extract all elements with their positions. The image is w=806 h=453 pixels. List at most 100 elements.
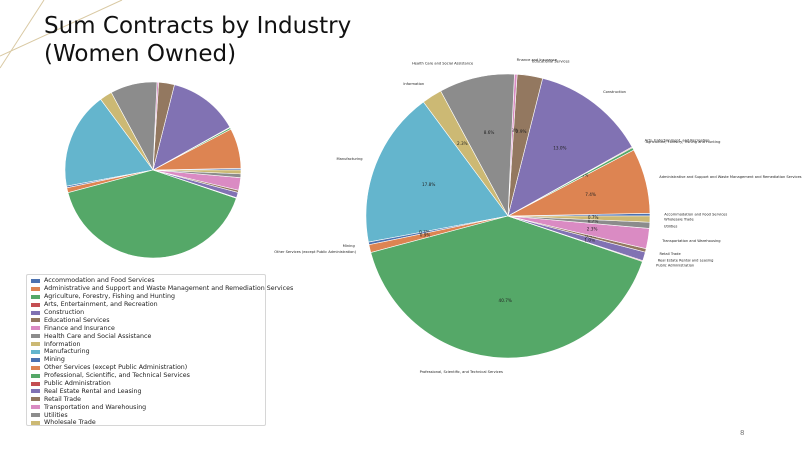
legend-label: Retail Trade bbox=[44, 395, 82, 403]
large-pie-slice-wholesale-trade bbox=[507, 215, 651, 223]
large-pie-label-real-estate-rental-and-leasing: Real Estate Rental and Leasing bbox=[658, 258, 714, 262]
legend-label: Finance and Insurance bbox=[44, 324, 115, 332]
legend-item-finance-and-insurance: Finance and Insurance bbox=[31, 324, 265, 332]
legend-label: Wholesale Trade bbox=[44, 419, 96, 427]
legend-swatch bbox=[31, 294, 40, 299]
large-pie-slice-construction bbox=[507, 77, 633, 217]
large-pie-label-finance-and-insurance: Finance and Insurance bbox=[517, 58, 558, 62]
legend-swatch bbox=[31, 389, 40, 394]
legend-label: Information bbox=[44, 340, 81, 348]
legend-item-real-estate-rental-and-leasing: Real Estate Rental and Leasing bbox=[31, 387, 265, 395]
large-pie-label-agriculture-forestry-fishing-and-hunting: Agriculture, Forestry, Fishing and Hunti… bbox=[646, 140, 721, 144]
legend-item-retail-trade: Retail Trade bbox=[31, 395, 265, 403]
legend-swatch bbox=[31, 405, 40, 410]
legend-swatch bbox=[31, 286, 40, 291]
large-pie-label-construction: Construction bbox=[603, 90, 626, 94]
legend-swatch bbox=[31, 357, 40, 362]
large-pie-pct-construction: 13.0% bbox=[553, 145, 566, 150]
legend-swatch bbox=[31, 278, 40, 283]
legend-item-educational-services: Educational Services bbox=[31, 316, 265, 324]
large-pie-pct-professional-scientific-and-technical-services: 40.7% bbox=[499, 298, 512, 303]
legend-item-mining: Mining bbox=[31, 356, 265, 364]
legend-swatch bbox=[31, 342, 40, 347]
legend-label: Other Services (except Public Administra… bbox=[44, 364, 188, 372]
legend-label: Construction bbox=[44, 309, 85, 316]
legend-item-utilities: Utilities bbox=[31, 411, 265, 419]
slide-title: Sum Contracts by Industry (Women Owned) bbox=[44, 12, 351, 68]
large-pie-pct-transportation-and-warehousing: 2.3% bbox=[587, 227, 598, 232]
legend-label: Accommodation and Food Services bbox=[44, 277, 155, 285]
large-pie-pct-utilities: 0.7% bbox=[588, 219, 599, 224]
small-pie-slice-wholesale-trade bbox=[152, 169, 242, 175]
legend-swatch bbox=[31, 318, 40, 323]
legend-label: Educational Services bbox=[44, 316, 110, 324]
legend-swatch bbox=[31, 334, 40, 339]
legend-label: Utilities bbox=[44, 411, 68, 419]
large-pie-pct-educational-services: 2.9% bbox=[516, 129, 527, 134]
large-pie-label-educational-services: Educational Services bbox=[532, 60, 570, 64]
legend-swatch bbox=[31, 397, 40, 402]
large-pie-label-manufacturing: Manufacturing bbox=[337, 157, 363, 161]
large-pie-label-information: Information bbox=[403, 82, 424, 86]
legend-swatch bbox=[31, 365, 40, 370]
small-pie-slice-construction bbox=[152, 84, 231, 171]
legend-swatch bbox=[31, 420, 40, 425]
legend-item-other-services-except-public-administration: Other Services (except Public Administra… bbox=[31, 364, 265, 372]
large-pie-slice-professional-scientific-and-technical-services bbox=[370, 215, 643, 359]
large-pie-label-public-administration: Public Administration bbox=[656, 264, 694, 268]
slide-title-line2: (Women Owned) bbox=[44, 41, 237, 67]
legend-swatch bbox=[31, 326, 40, 331]
chart-legend: Accommodation and Food Services Administr… bbox=[26, 274, 293, 427]
legend-swatch bbox=[31, 302, 40, 307]
legend-label: Manufacturing bbox=[44, 348, 90, 356]
small-pie-slice-manufacturing bbox=[64, 98, 154, 187]
legend-label: Arts, Entertainment, and Recreation bbox=[44, 301, 158, 309]
legend-label: Transportation and Warehousing bbox=[44, 403, 147, 411]
legend-label: Agriculture, Forestry, Fishing and Hunti… bbox=[44, 293, 175, 301]
large-pie-label-accommodation-and-food-services: Accommodation and Food Services bbox=[664, 213, 727, 217]
legend-swatch bbox=[31, 373, 40, 378]
large-pie-pct-retail-trade: 0.4% bbox=[585, 234, 596, 239]
legend-swatch bbox=[31, 413, 40, 418]
small-pie-chart bbox=[64, 81, 242, 259]
large-pie-label-wholesale-trade: Wholesale Trade bbox=[664, 217, 694, 221]
legend-label: Administrative and Support and Waste Man… bbox=[44, 285, 294, 293]
large-pie-pct-real-estate-rental-and-leasing: 1.0% bbox=[584, 237, 595, 242]
large-pie-pct-health-care-and-social-assistance: 8.6% bbox=[484, 130, 495, 135]
large-pie-label-transportation-and-warehousing: Transportation and Warehousing bbox=[661, 239, 720, 243]
large-pie-pct-mining: 0.3% bbox=[419, 229, 430, 234]
large-pie-pct-wholesale-trade: 0.7% bbox=[588, 215, 599, 220]
legend-swatch bbox=[31, 310, 40, 315]
legend-item-construction: Construction bbox=[31, 309, 265, 317]
legend-item-transportation-and-warehousing: Transportation and Warehousing bbox=[31, 403, 265, 411]
large-pie-label-professional-scientific-and-technical-services: Professional, Scientific, and Technical … bbox=[420, 370, 503, 374]
large-pie-slice-manufacturing bbox=[365, 101, 509, 243]
legend-label: Mining bbox=[44, 356, 65, 364]
large-pie-label-administrative-and-support-and-waste-management-and-remediation-services: Administrative and Support and Waste Man… bbox=[659, 175, 801, 179]
legend-swatch bbox=[31, 349, 40, 354]
large-pie-pct-manufacturing: 17.8% bbox=[422, 182, 435, 187]
large-pie-label-utilities: Utilities bbox=[664, 224, 678, 228]
legend-item-information: Information bbox=[31, 340, 265, 348]
legend-item-administrative-and-support-and-waste-management-and-remediation-services: Administrative and Support and Waste Man… bbox=[31, 285, 293, 293]
legend-label: Real Estate Rental and Leasing bbox=[44, 387, 142, 395]
legend-label: Health Care and Social Assistance bbox=[44, 332, 152, 340]
legend-item-accommodation-and-food-services: Accommodation and Food Services bbox=[31, 277, 265, 285]
legend-item-health-care-and-social-assistance: Health Care and Social Assistance bbox=[31, 332, 265, 340]
legend-label: Professional, Scientific, and Technical … bbox=[44, 372, 190, 380]
legend-item-professional-scientific-and-technical-services: Professional, Scientific, and Technical … bbox=[31, 372, 265, 380]
legend-item-public-administration: Public Administration bbox=[31, 380, 265, 388]
slide-title-line1: Sum Contracts by Industry bbox=[44, 13, 352, 39]
legend-label: Public Administration bbox=[44, 380, 111, 388]
legend-swatch bbox=[31, 381, 40, 386]
large-pie-label-other-services-except-public-administration: Other Services (except Public Administra… bbox=[274, 250, 356, 254]
large-pie-pct-other-services-except-public-administration: 0.9% bbox=[420, 233, 431, 238]
small-pie-slice-professional-scientific-and-technical-services bbox=[67, 169, 237, 259]
large-pie-pct-finance-and-insurance: 0.3% bbox=[507, 128, 518, 133]
legend-item-wholesale-trade: Wholesale Trade bbox=[31, 419, 265, 427]
large-pie-label-arts-entertainment-and-recreation: Arts, Entertainment, and Recreation bbox=[645, 138, 710, 142]
large-pie-pct-information: 2.3% bbox=[457, 141, 468, 146]
large-pie-label-mining: Mining bbox=[343, 244, 355, 248]
